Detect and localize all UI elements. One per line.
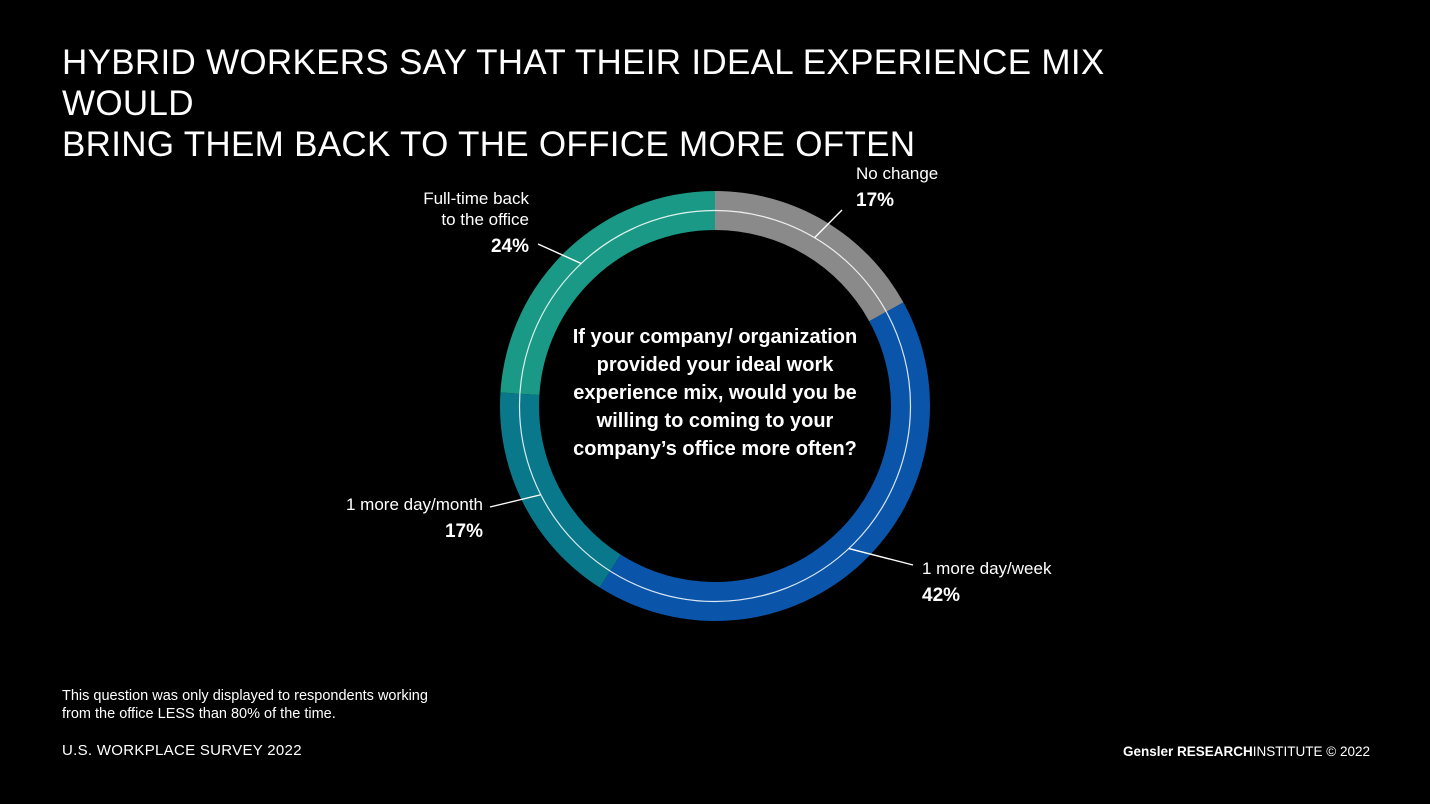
- leader-line-1-more-day-week: [848, 547, 914, 566]
- footnote-line-2: from the office LESS than 80% of the tim…: [62, 706, 336, 722]
- label-one-more-day-week-category: 1 more day/week: [922, 559, 1052, 578]
- center-question: If your company/ organization provided y…: [572, 326, 858, 460]
- survey-name: U.S. WORKPLACE SURVEY 2022: [62, 742, 302, 759]
- label-no-change-value: 17%: [856, 190, 895, 211]
- label-full-time-category-line-2: to the office: [441, 210, 529, 229]
- label-one-more-day-week-value: 42%: [922, 585, 961, 606]
- chart-title-line-1: HYBRID WORKERS SAY THAT THEIR IDEAL EXPE…: [62, 43, 1105, 123]
- brand-copyright: © 2022: [1326, 744, 1370, 759]
- footnote-line-1: This question was only displayed to resp…: [62, 688, 428, 704]
- slice-no-change: [715, 191, 904, 322]
- label-one-more-day-month-value: 17%: [444, 521, 483, 542]
- label-full-time-category-line-1: Full-time back: [423, 189, 529, 208]
- leader-line-full-time-back-to-the-office: [537, 243, 582, 265]
- slice-1-more-day-month: [500, 392, 621, 588]
- label-one-more-day-month: 1 more day/month 17%: [346, 494, 483, 542]
- brand-institute: INSTITUTE: [1252, 744, 1323, 759]
- label-no-change: No change 17%: [856, 163, 938, 211]
- label-full-time: Full-time back to the office 24%: [423, 188, 529, 257]
- donut-inner-ring: [518, 209, 912, 603]
- leader-line-1-more-day-month: [489, 494, 541, 508]
- leader-lines: [489, 209, 914, 566]
- brand-research: RESEARCH: [1176, 744, 1253, 759]
- label-no-change-category: No change: [856, 164, 939, 183]
- donut-slices: [500, 190, 930, 621]
- brand-credit: Gensler RESEARCHINSTITUTE © 2022: [1123, 744, 1370, 759]
- slice-1-more-day-week: [599, 302, 930, 621]
- label-one-more-day-week: 1 more day/week 42%: [922, 558, 1051, 606]
- brand-gensler: Gensler: [1122, 744, 1174, 759]
- label-one-more-day-month-category: 1 more day/month: [345, 495, 483, 514]
- chart-title: HYBRID WORKERS SAY THAT THEIR IDEAL EXPE…: [62, 42, 1212, 165]
- leader-line-no-change: [814, 209, 843, 239]
- label-full-time-value: 24%: [490, 236, 529, 257]
- chart-title-line-2: BRING THEM BACK TO THE OFFICE MORE OFTEN: [62, 125, 916, 164]
- footnote: This question was only displayed to resp…: [62, 687, 522, 723]
